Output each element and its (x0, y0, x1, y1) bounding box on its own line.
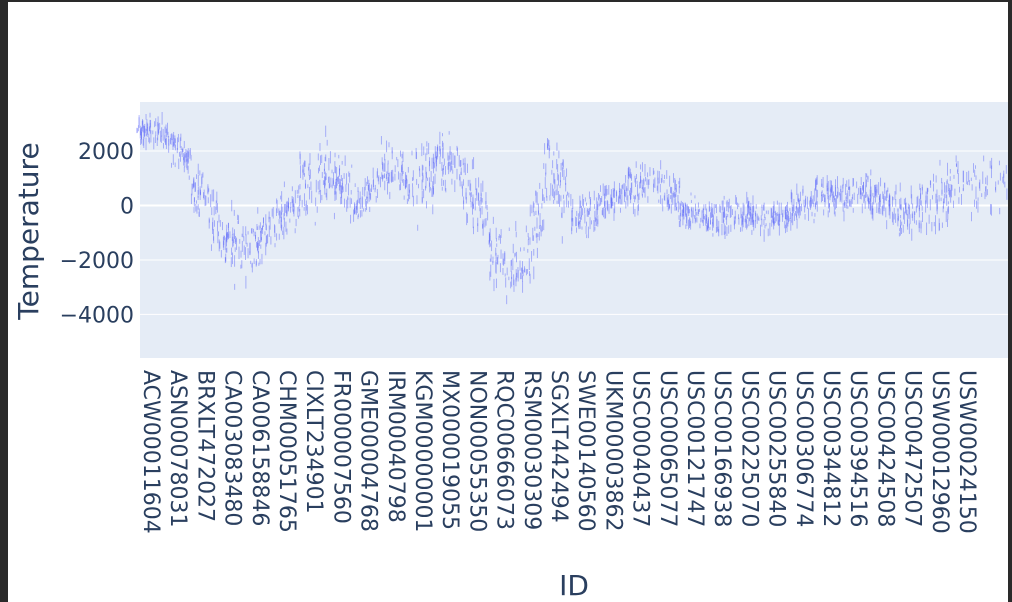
y-axis-title: Temperature (12, 142, 45, 320)
x-tick-label: CHM00051765 (274, 370, 299, 533)
y-tick-labels: 2000 0 −2000 −4000 (60, 140, 134, 328)
y-tick-label: −4000 (60, 303, 134, 328)
x-tick-label: FR000007560 (328, 370, 353, 524)
x-tick-label: UKM00003862 (600, 370, 625, 532)
x-tick-label: USC00424508 (872, 370, 897, 527)
plot-area (140, 102, 1008, 358)
x-tick-label: CA006158846 (247, 370, 272, 526)
x-tick-label: USC00121747 (682, 370, 707, 527)
x-tick-label: BRXLT472027 (192, 370, 217, 522)
x-tick-label: USW00024150 (954, 370, 979, 534)
x-tick-label: ACW00011604 (138, 370, 163, 534)
data-points (136, 112, 1008, 305)
x-tick-label: USC00394516 (845, 370, 870, 527)
y-tick-label: 2000 (78, 140, 134, 165)
x-tick-label: USC00166938 (709, 370, 734, 527)
x-tick-labels: ACW00011604 ASN00078031 BRXLT472027 CA00308… (138, 370, 979, 534)
x-tick-label: USC00472507 (900, 370, 925, 527)
scatter-chart: 2000 0 −2000 −4000 ACW00011604 ASN00078031 BR… (12, 102, 1008, 602)
x-tick-label: NON00055350 (464, 370, 489, 532)
x-tick-label: KGM00000001 (410, 370, 435, 532)
x-tick-label: USC00255840 (764, 370, 789, 527)
x-tick-label: USC00344812 (818, 370, 843, 527)
x-tick-label: RSM00030309 (519, 370, 544, 530)
x-tick-label: ASN00078031 (165, 370, 190, 527)
x-tick-label: USC00065077 (655, 370, 680, 527)
x-tick-label: RQC00666073 (492, 370, 517, 530)
x-tick-label: IRM00040798 (383, 370, 408, 523)
x-tick-label: USC00306774 (791, 370, 816, 527)
x-tick-label: USC00225070 (736, 370, 761, 527)
x-tick-label: MX000019055 (437, 370, 462, 530)
x-tick-label: CIXLT234901 (301, 370, 326, 514)
y-tick-label: −2000 (60, 249, 134, 274)
x-tick-label: SGXLT442494 (546, 370, 571, 523)
x-tick-label: GME00004768 (356, 370, 381, 532)
y-tick-label: 0 (120, 194, 134, 219)
x-tick-label: CA003083480 (220, 370, 245, 526)
x-tick-label: SWE00140560 (573, 370, 598, 532)
chart-canvas: 2000 0 −2000 −4000 ACW00011604 ASN00078031 BR… (8, 2, 1008, 602)
x-tick-label: USW00012960 (927, 370, 952, 534)
x-axis-title: ID (559, 569, 589, 602)
x-tick-label: USC00040437 (628, 370, 653, 527)
